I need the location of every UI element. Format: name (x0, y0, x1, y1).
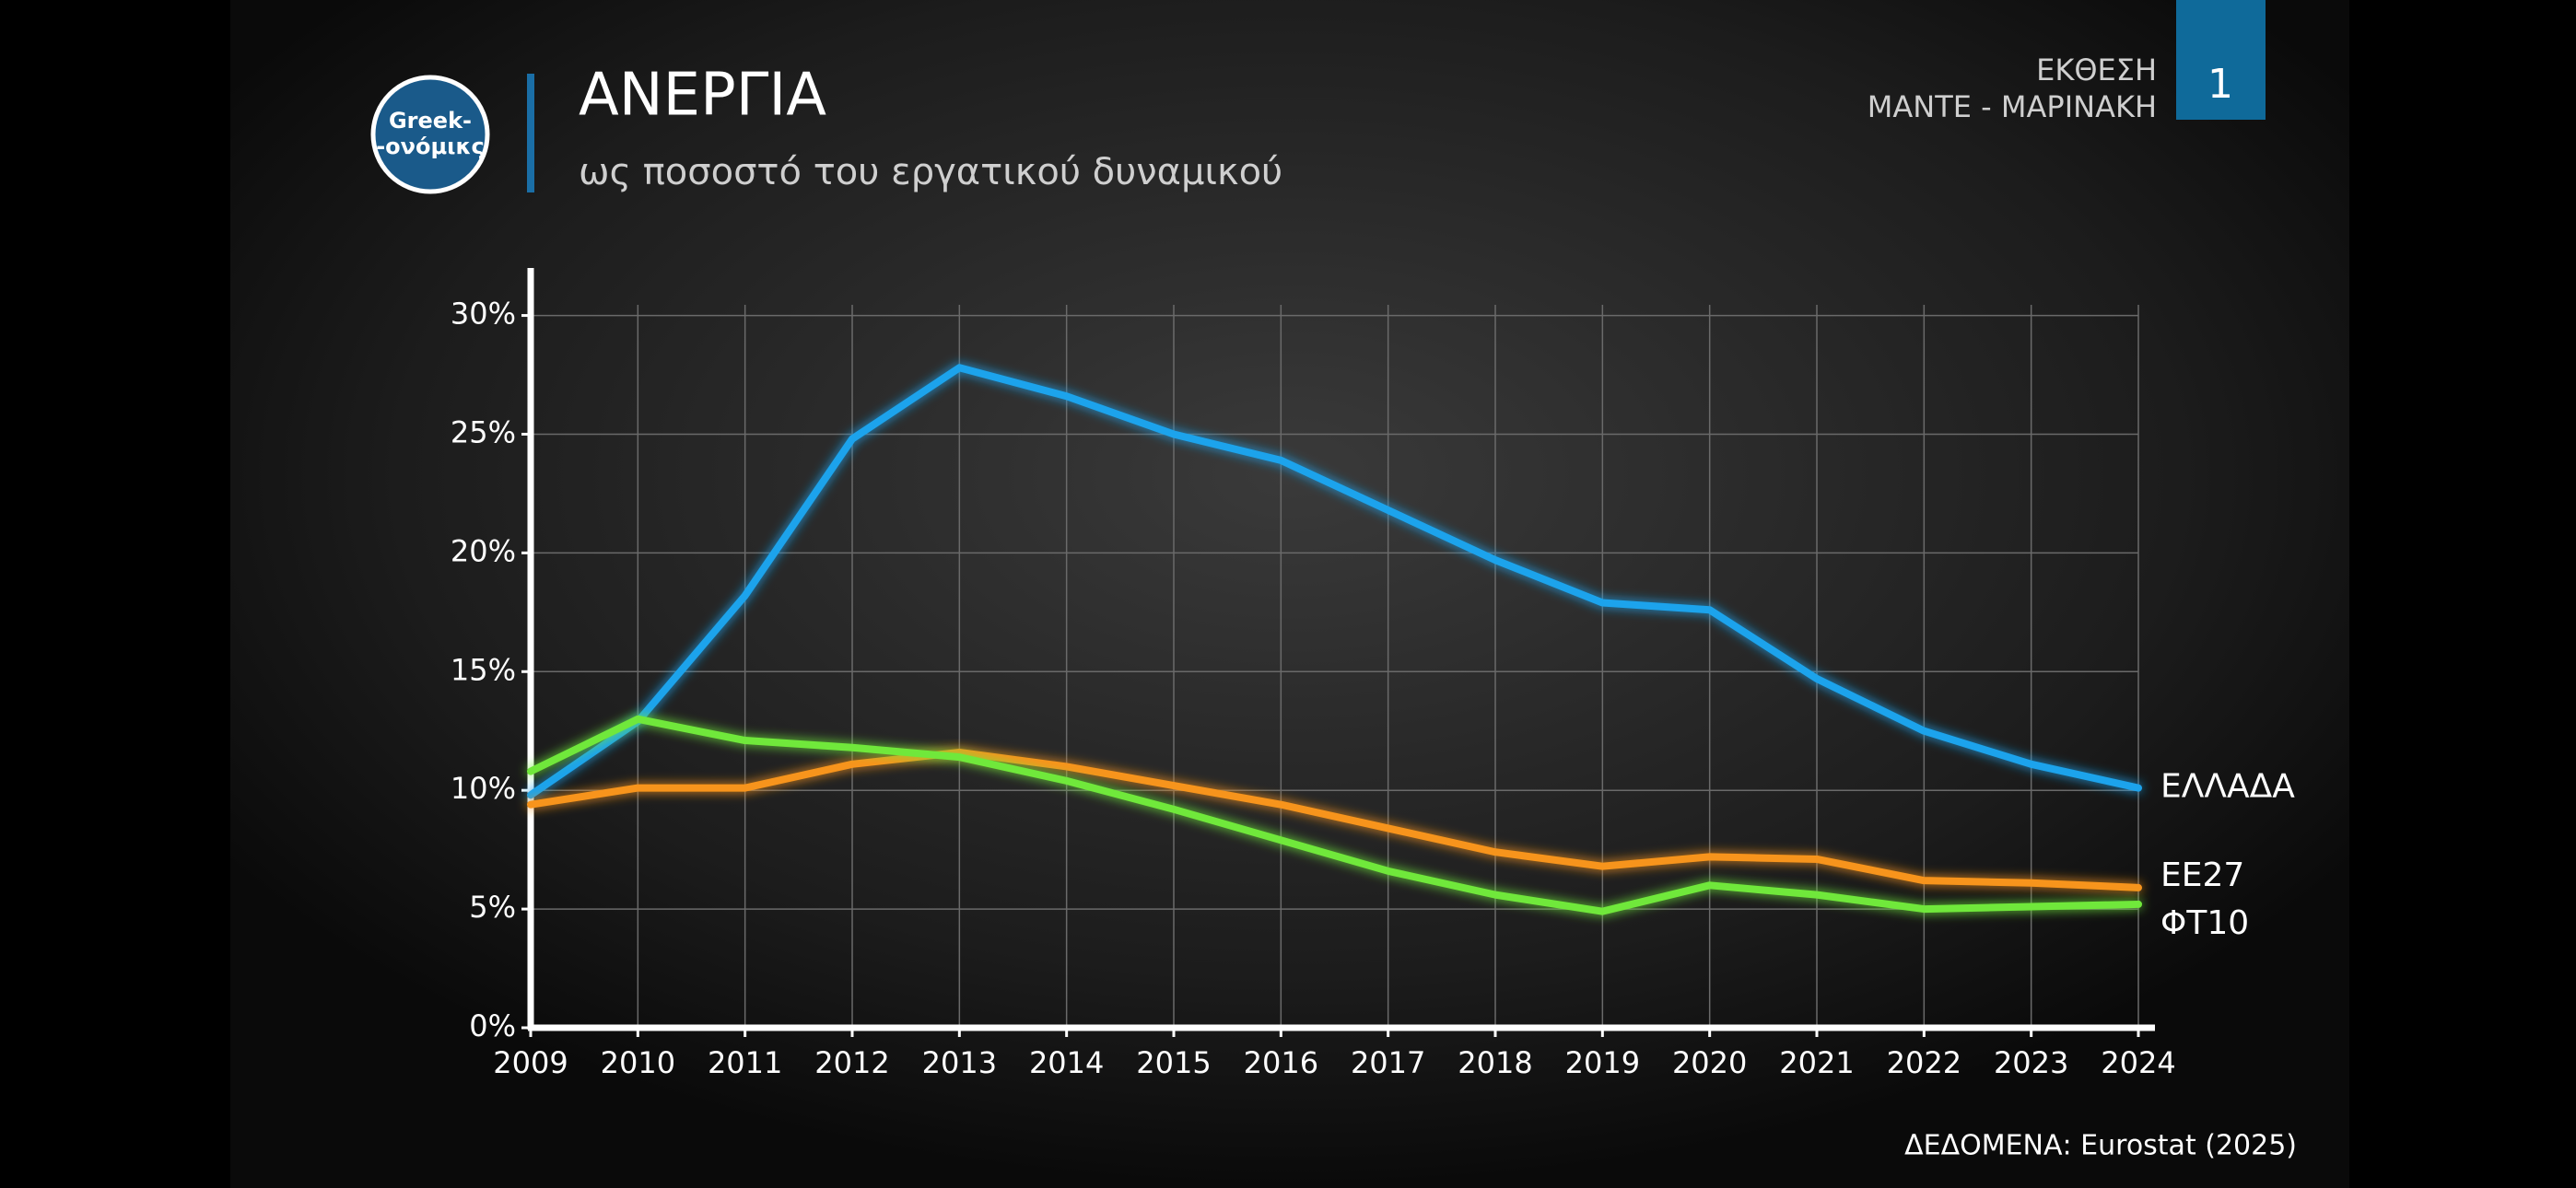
report-label: ΕΚΘΕΣΗ (2036, 52, 2157, 87)
x-tick-label: 2021 (1779, 1045, 1854, 1080)
x-tick-label: 2015 (1136, 1045, 1211, 1080)
series-line (527, 715, 2142, 915)
x-tick-label: 2012 (814, 1045, 889, 1080)
x-tick-label: 2013 (922, 1045, 997, 1080)
x-tick-label: 2014 (1029, 1045, 1104, 1080)
y-tick-label: 25% (451, 414, 516, 449)
x-tick-label: 2016 (1244, 1045, 1318, 1080)
page-number: 1 (2207, 61, 2233, 108)
x-tick-label: 2011 (708, 1045, 782, 1080)
series-label: ΦΤ10 (2160, 904, 2249, 942)
logo (370, 75, 490, 194)
x-tick-label: 2019 (1565, 1045, 1640, 1080)
title: ΑΝΕΡΓΙΑ (579, 62, 826, 130)
logo-text: -ονόμικς (376, 134, 485, 159)
report-label: ΜΑΝΤΕ - ΜΑΡΙΝΑΚΗ (1868, 89, 2157, 124)
x-tick-label: 2020 (1672, 1045, 1747, 1080)
logo-text: Greek- (389, 108, 472, 134)
series-label: ΕΕ27 (2160, 856, 2244, 894)
x-tick-label: 2010 (601, 1045, 675, 1080)
y-tick-label: 30% (451, 297, 516, 332)
y-tick-label: 0% (469, 1008, 516, 1043)
series-label: ΕΛΛΑΔΑ (2160, 768, 2295, 806)
x-tick-label: 2017 (1351, 1045, 1425, 1080)
x-tick-label: 2024 (2101, 1045, 2175, 1080)
subtitle: ως ποσοστό του εργατικού δυναμικού (579, 151, 1282, 193)
background (230, 0, 2349, 1188)
title-bar (527, 74, 534, 192)
y-tick-label: 10% (451, 771, 516, 806)
series-line (527, 364, 2142, 799)
x-tick-label: 2023 (1994, 1045, 2068, 1080)
y-tick-label: 20% (451, 533, 516, 568)
y-tick-label: 15% (451, 652, 516, 687)
x-tick-label: 2018 (1458, 1045, 1532, 1080)
series-line (527, 748, 2142, 891)
y-tick-label: 5% (469, 890, 516, 925)
x-tick-label: 2022 (1887, 1045, 1961, 1080)
page-box (2176, 0, 2266, 120)
source: ΔΕΔΟΜΕΝΑ: Eurostat (2025) (1904, 1130, 2297, 1162)
x-tick-label: 2009 (493, 1045, 568, 1080)
